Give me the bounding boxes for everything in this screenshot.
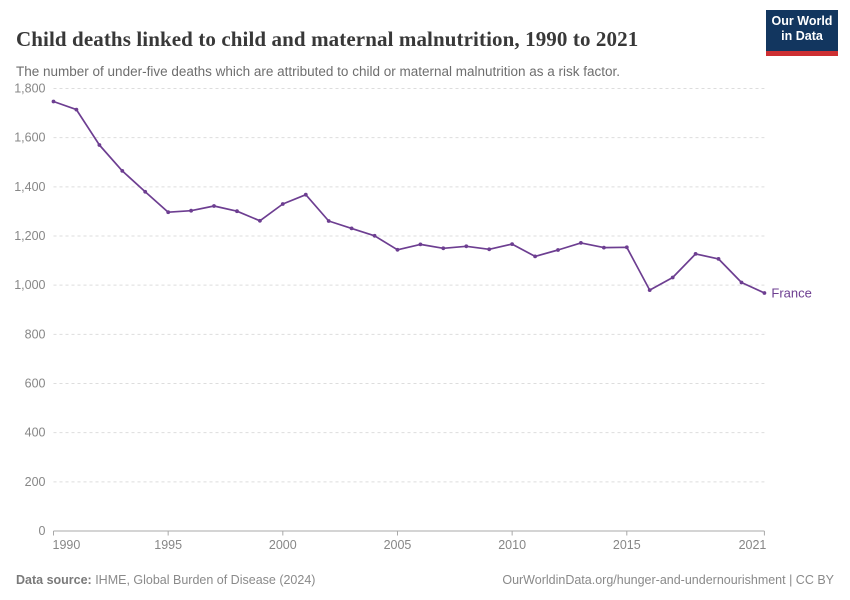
attribution-link[interactable]: OurWorldinData.org/hunger-and-undernouri… <box>502 573 834 587</box>
chart-canvas[interactable]: 0 200 400 600 800 1,000 1,200 1,400 1,600 1,800 19… <box>0 80 850 555</box>
data-point-france-2006[interactable] <box>418 242 423 247</box>
chart-subtitle: The number of under-five deaths which ar… <box>16 63 621 79</box>
x-tick-label-2021: 2021 <box>739 538 767 552</box>
data-point-france-2014[interactable] <box>602 245 606 250</box>
data-point-france-1995[interactable] <box>166 210 171 215</box>
data-point-france-1997[interactable] <box>212 204 216 208</box>
data-point-france-1992[interactable] <box>97 143 102 147</box>
data-point-france-2018[interactable] <box>693 252 698 256</box>
data-point-france-2017[interactable] <box>670 275 675 280</box>
owid-logo-line2: in Data <box>781 29 823 43</box>
x-tick-label-2015: 2015 <box>613 538 641 552</box>
data-point-france-1996[interactable] <box>189 208 194 213</box>
chart-footer: Data source: IHME, Global Burden of Dise… <box>16 572 834 588</box>
data-point-france-2013[interactable] <box>579 241 583 245</box>
series-label-france[interactable]: France <box>771 286 811 301</box>
chart-area[interactable]: 0 200 400 600 800 1,000 1,200 1,400 1,600 1,800 19… <box>0 80 850 555</box>
data-point-france-2005[interactable] <box>395 247 400 252</box>
y-tick-label-600: 600 <box>25 377 46 391</box>
y-tick-label-200: 200 <box>25 475 46 489</box>
x-tick-label-1995: 1995 <box>154 538 182 552</box>
page-title: Child deaths linked to child and materna… <box>16 27 639 52</box>
y-tick-label-1400: 1,400 <box>14 180 45 194</box>
data-source-note: Data source: IHME, Global Burden of Dise… <box>16 572 315 588</box>
data-point-france-2021[interactable] <box>762 291 767 295</box>
data-point-france-1994[interactable] <box>143 189 148 194</box>
data-source-text: IHME, Global Burden of Disease (2024) <box>91 573 316 587</box>
data-point-france-2002[interactable] <box>326 219 331 223</box>
data-source-label: Data source: <box>16 573 92 587</box>
y-tick-label-0: 0 <box>39 524 46 538</box>
data-point-france-2007[interactable] <box>441 246 446 251</box>
owid-logo[interactable]: Our World in Data <box>766 10 838 56</box>
data-point-france-2001[interactable] <box>303 192 308 197</box>
data-point-france-2003[interactable] <box>349 226 354 231</box>
data-point-france-2010[interactable] <box>510 242 514 247</box>
y-tick-label-400: 400 <box>25 426 46 440</box>
x-tick-label-2005: 2005 <box>384 538 412 552</box>
data-point-france-1993[interactable] <box>120 169 125 173</box>
data-point-france-1999[interactable] <box>258 218 262 223</box>
y-tick-label-1200: 1,200 <box>14 229 45 243</box>
data-point-france-2000[interactable] <box>280 202 285 206</box>
data-point-france-2004[interactable] <box>372 233 377 238</box>
y-tick-label-1800: 1,800 <box>14 82 45 96</box>
data-point-france-1990[interactable] <box>51 99 56 104</box>
data-point-france-2012[interactable] <box>556 248 560 252</box>
data-point-france-2020[interactable] <box>739 280 744 285</box>
data-point-france-1998[interactable] <box>235 209 239 214</box>
y-tick-label-1000: 1,000 <box>14 278 45 292</box>
data-point-france-2016[interactable] <box>647 288 652 292</box>
x-tick-label-1990: 1990 <box>53 538 81 552</box>
data-point-france-2009[interactable] <box>487 247 492 252</box>
x-tick-label-2000: 2000 <box>269 538 297 552</box>
data-point-france-2015[interactable] <box>624 245 629 250</box>
y-tick-label-1600: 1,600 <box>14 131 45 145</box>
series-line-france[interactable] <box>52 100 766 294</box>
data-point-france-2019[interactable] <box>716 257 721 261</box>
data-point-france-2011[interactable] <box>533 254 537 259</box>
y-tick-label-800: 800 <box>25 327 46 341</box>
owid-logo-line1: Our World <box>771 14 833 28</box>
data-point-france-1991[interactable] <box>74 107 79 112</box>
data-point-france-2008[interactable] <box>464 244 469 249</box>
x-tick-label-2010: 2010 <box>498 538 526 552</box>
